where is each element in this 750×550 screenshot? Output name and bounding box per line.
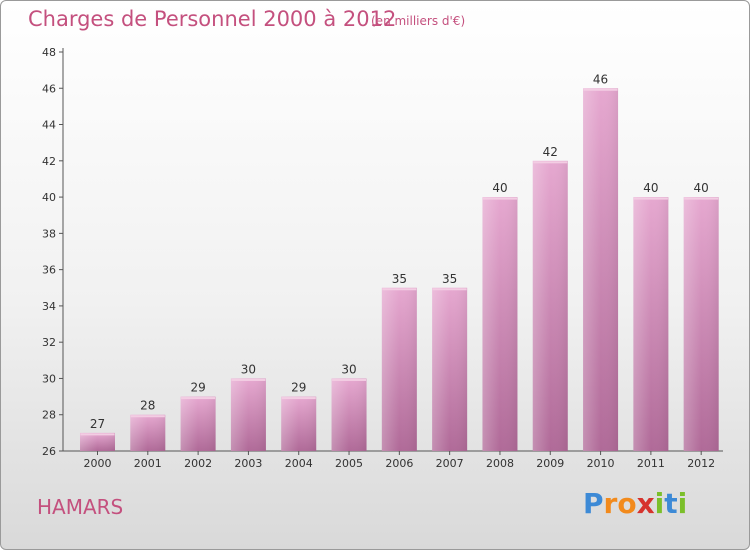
x-tick-label: 2006 (385, 457, 413, 470)
bar (80, 432, 115, 451)
bar-top-highlight (684, 197, 719, 200)
x-tick-label: 2012 (687, 457, 715, 470)
logo-letter: i (677, 487, 688, 520)
bar-top-highlight (130, 415, 165, 418)
bar-shade (381, 287, 417, 451)
y-tick-label: 42 (42, 155, 56, 168)
x-tick-label: 2001 (134, 457, 162, 470)
bar-top-highlight (332, 378, 367, 381)
bar (583, 88, 619, 451)
y-tick-label: 46 (42, 82, 56, 95)
bar-shade (230, 378, 266, 451)
y-tick-label: 40 (42, 191, 56, 204)
bar-top-highlight (432, 288, 467, 291)
bar-top-highlight (583, 88, 618, 91)
bar (331, 378, 367, 451)
value-label: 40 (643, 181, 658, 195)
bar (532, 160, 568, 451)
x-tick-label: 2002 (184, 457, 212, 470)
y-tick-label: 30 (42, 372, 56, 385)
bar-top-highlight (482, 197, 517, 200)
bar-top-highlight (80, 433, 115, 436)
value-label: 30 (241, 362, 256, 376)
bar (230, 378, 266, 451)
x-tick-label: 2000 (84, 457, 112, 470)
bar-shade (482, 197, 518, 451)
bar (683, 197, 719, 451)
bar (381, 287, 417, 451)
logo-letter: x (636, 487, 655, 520)
x-tick-label: 2011 (637, 457, 665, 470)
chart-bars (80, 88, 719, 451)
bar-shade (683, 197, 719, 451)
bar (130, 414, 166, 451)
bar (633, 197, 669, 451)
bar-shade (532, 160, 568, 451)
y-tick-label: 26 (42, 445, 56, 458)
value-label: 40 (694, 181, 709, 195)
bar-shade (130, 414, 166, 451)
value-label: 46 (593, 72, 608, 86)
bar (281, 396, 317, 451)
logo-letter: P (583, 487, 604, 520)
y-tick-label: 38 (42, 227, 56, 240)
value-label: 28 (140, 399, 155, 413)
proxiti-logo: Proxiti (583, 487, 687, 520)
bar-top-highlight (633, 197, 668, 200)
bar-top-highlight (281, 397, 316, 400)
value-label: 30 (341, 362, 356, 376)
bar-top-highlight (231, 378, 266, 381)
chart-title: Charges de Personnel 2000 à 2012 (28, 7, 397, 31)
logo-letter: i (654, 487, 665, 520)
value-label: 29 (291, 381, 306, 395)
y-tick-label: 34 (42, 300, 56, 313)
y-tick-label: 28 (42, 409, 56, 422)
x-tick-label: 2005 (335, 457, 363, 470)
bar-shade (432, 287, 468, 451)
city-name: HAMARS (37, 495, 124, 519)
chart-subtitle: (en milliers d'€) (371, 14, 466, 28)
bar-shade (583, 88, 619, 451)
bar (432, 287, 468, 451)
x-tick-label: 2009 (536, 457, 564, 470)
x-tick-label: 2007 (436, 457, 464, 470)
value-label: 29 (190, 381, 205, 395)
value-label: 42 (543, 145, 558, 159)
bar-top-highlight (181, 397, 216, 400)
bar (482, 197, 518, 451)
bar-shade (80, 432, 115, 451)
bar (180, 396, 216, 451)
x-tick-label: 2008 (486, 457, 514, 470)
x-tick-label: 2004 (285, 457, 313, 470)
bar-top-highlight (533, 161, 568, 164)
bar-shade (331, 378, 367, 451)
value-label: 27 (90, 417, 105, 431)
y-tick-label: 48 (42, 46, 56, 59)
x-tick-label: 2003 (234, 457, 262, 470)
logo-letter: t (664, 487, 678, 520)
logo-letter: r (603, 487, 618, 520)
value-label: 40 (492, 181, 507, 195)
value-label: 35 (392, 272, 407, 286)
bar-shade (180, 396, 216, 451)
chart-value-labels: 27 28 29 30 29 30 35 35 40 42 46 40 40 (90, 72, 709, 431)
y-tick-label: 36 (42, 264, 56, 277)
bar-shade (281, 396, 317, 451)
x-tick-label: 2010 (587, 457, 615, 470)
chart-axes: 26 28 30 32 34 36 38 40 42 44 46 48 2000 2001 2002 2003… (42, 46, 723, 470)
y-tick-label: 32 (42, 336, 56, 349)
bar-top-highlight (382, 288, 417, 291)
value-label: 35 (442, 272, 457, 286)
bar-shade (633, 197, 669, 451)
y-tick-label: 44 (42, 119, 56, 132)
logo-letter: o (617, 487, 637, 520)
